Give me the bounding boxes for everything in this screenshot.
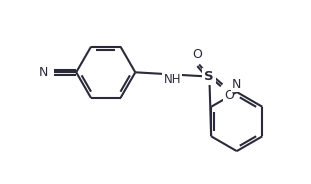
Text: O: O (193, 48, 202, 61)
Text: N: N (232, 78, 241, 91)
Text: S: S (204, 70, 214, 83)
Text: N: N (38, 66, 48, 79)
Text: NH: NH (164, 73, 181, 86)
Text: O: O (224, 89, 234, 102)
